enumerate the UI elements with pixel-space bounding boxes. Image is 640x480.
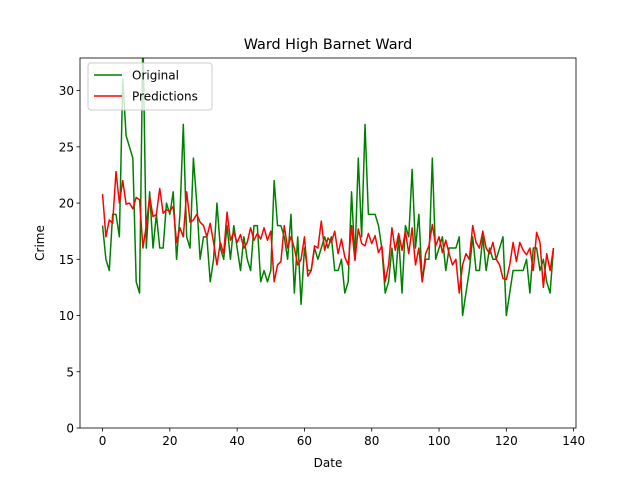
- y-axis-label: Crime: [33, 225, 47, 261]
- y-tick-label: 15: [59, 253, 74, 267]
- y-tick-label: 25: [59, 140, 74, 154]
- data-line: [101, 170, 555, 294]
- plot-frame: [79, 57, 577, 429]
- legend-label: Predictions: [132, 90, 198, 104]
- x-tick-label: 40: [230, 434, 245, 448]
- x-tick-label: 120: [495, 434, 518, 448]
- legend-label: Original: [132, 69, 179, 83]
- y-tick-label: 20: [59, 197, 74, 211]
- x-tick-label: 100: [428, 434, 451, 448]
- x-tick-label: 140: [562, 434, 585, 448]
- plot-area: [101, 58, 555, 317]
- x-tick-label: 80: [364, 434, 379, 448]
- y-tick-label: 30: [59, 84, 74, 98]
- x-axis-label: Date: [314, 456, 343, 470]
- x-tick-label: 0: [99, 434, 107, 448]
- y-tick-label: 10: [59, 309, 74, 323]
- x-tick-label: 60: [297, 434, 312, 448]
- data-line: [101, 58, 555, 317]
- y-tick-label: 0: [66, 422, 74, 436]
- x-tick-label: 20: [162, 434, 177, 448]
- y-tick-label: 5: [66, 365, 74, 379]
- chart-title: Ward High Barnet Ward: [244, 37, 413, 53]
